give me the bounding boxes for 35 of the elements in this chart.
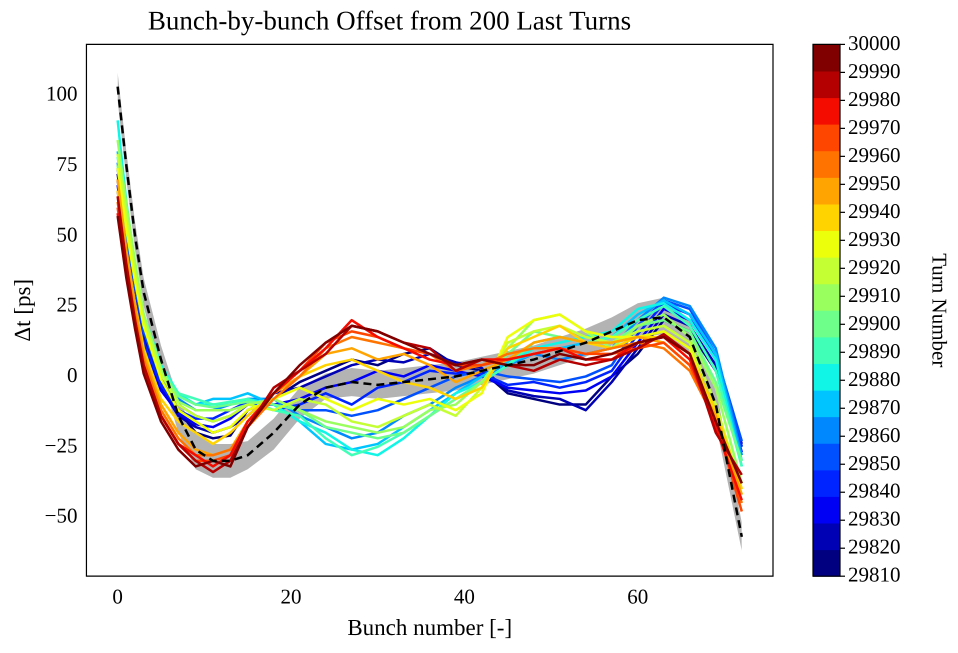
color-bar-label: 29900 — [848, 310, 900, 335]
color-bar-label: 29920 — [848, 254, 900, 279]
y-tick-label: 0 — [66, 362, 78, 387]
color-bar-label: 29910 — [848, 282, 900, 307]
color-bar-label: 29930 — [848, 226, 900, 251]
y-tick-label: 25 — [56, 292, 78, 317]
color-bar-label: 29970 — [848, 114, 900, 139]
y-tick-label: 50 — [56, 222, 78, 246]
chart-title: Bunch-by-bunch Offset from 200 Last Turns — [148, 5, 632, 36]
y-tick-label: 75 — [56, 152, 78, 176]
color-bar-label: 29940 — [848, 198, 900, 223]
x-axis-title: Bunch number [-] — [347, 615, 512, 640]
color-bar-label: 29880 — [848, 366, 900, 391]
color-bar-label: 29860 — [848, 422, 900, 447]
y-axis-title: Δt [ps] — [10, 278, 35, 342]
color-bar-label: 29870 — [848, 394, 900, 419]
x-tick-label: 40 — [454, 584, 475, 608]
y-tick-label: 100 — [46, 82, 78, 106]
color-bar-title: Turn Number — [927, 253, 952, 368]
color-bar-label: 29810 — [848, 562, 900, 587]
color-bar-label: 29820 — [848, 534, 900, 559]
color-bar-label: 29950 — [848, 170, 900, 195]
y-tick-label: −50 — [44, 504, 78, 528]
color-bar-label: 29990 — [848, 58, 900, 83]
color-bar-label: 30000 — [848, 30, 900, 55]
x-tick-label: 0 — [112, 584, 123, 608]
color-bar-label: 29890 — [848, 338, 900, 363]
x-tick-label: 20 — [280, 584, 302, 608]
color-bar-label: 29960 — [848, 142, 900, 167]
color-bar-label: 29840 — [848, 478, 900, 503]
x-tick-label: 60 — [627, 584, 648, 608]
color-bar-label: 29980 — [848, 86, 900, 111]
color-bar-label: 29850 — [848, 450, 900, 475]
y-tick-label: −25 — [44, 433, 78, 458]
color-bar-label: 29830 — [848, 506, 900, 531]
